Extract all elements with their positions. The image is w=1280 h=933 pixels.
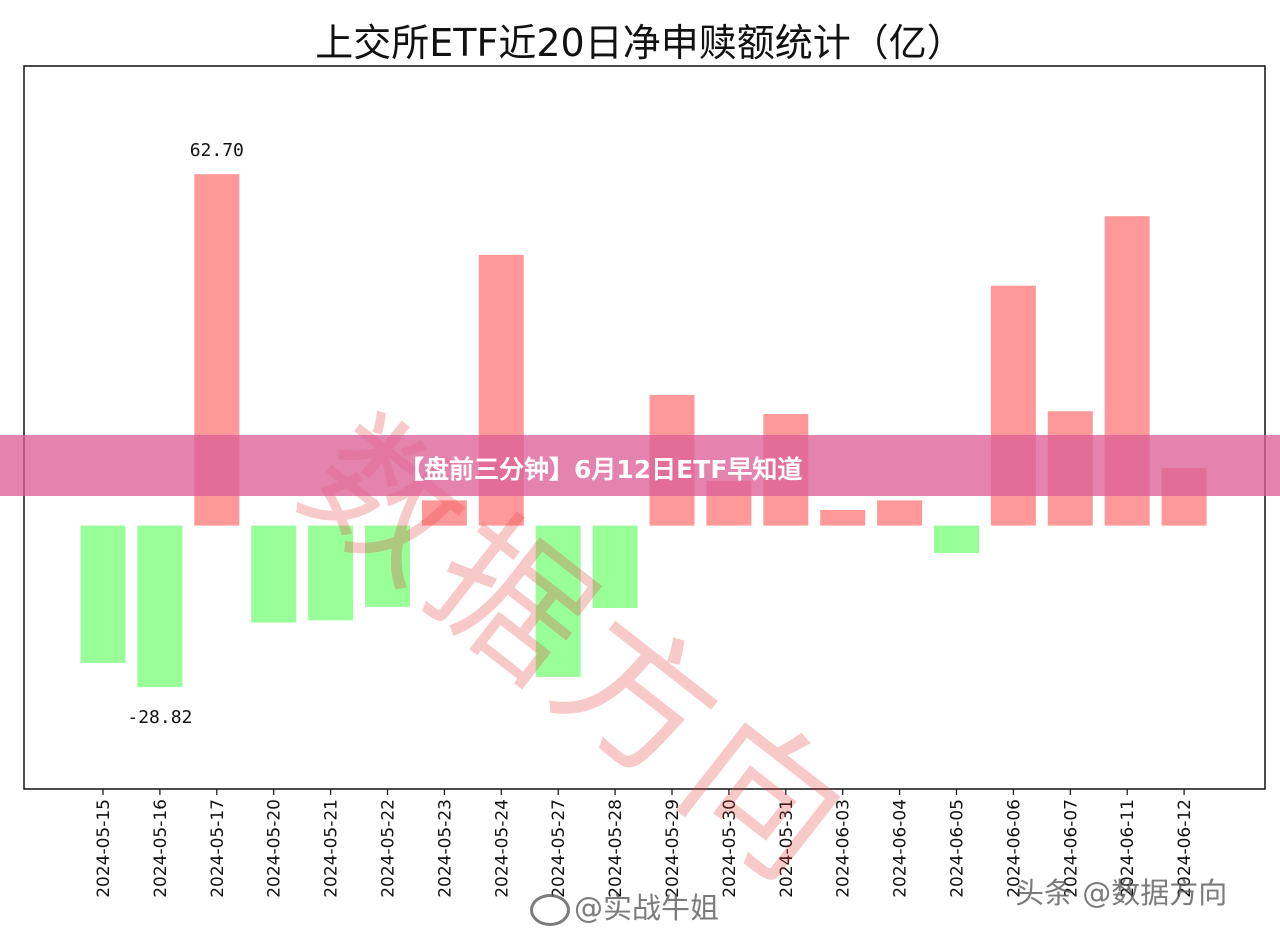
credit-left: @实战牛姐 [530, 885, 719, 927]
x-tick-label: 2024-06-03 [834, 799, 854, 898]
x-tick-label: 2024-06-05 [948, 799, 968, 898]
title-banner [0, 435, 1280, 496]
x-tick-label: 2024-05-31 [777, 799, 797, 898]
x-tick-label: 2024-06-11 [1118, 799, 1138, 898]
bar-2024-06-05 [934, 525, 979, 554]
x-tick-label: 2024-05-28 [606, 799, 626, 898]
credit-left-text: @实战牛姐 [574, 891, 720, 925]
chart-title: 上交所ETF近20日净申赎额统计（亿） [315, 21, 965, 65]
weibo-icon [530, 894, 570, 926]
bar-2024-06-04 [877, 500, 923, 526]
x-tick-label: 2024-06-04 [891, 799, 911, 898]
x-tick-label: 2024-05-29 [663, 799, 683, 898]
banner-text: 【盘前三分钟】6月12日ETF早知道 [399, 455, 803, 484]
x-tick-label: 2024-05-27 [549, 799, 569, 898]
x-tick-label: 2024-05-20 [265, 799, 285, 898]
x-tick-label: 2024-06-06 [1004, 799, 1024, 898]
x-tick-label: 2024-05-23 [435, 799, 455, 898]
bar-2024-05-15 [80, 525, 126, 663]
x-tick-label: 2024-05-16 [151, 799, 171, 898]
x-tick-label: 2024-05-15 [94, 799, 114, 898]
bar-2024-05-23 [421, 500, 467, 526]
x-tick-label: 2024-05-17 [208, 799, 228, 898]
x-tick-label: 2024-05-21 [322, 799, 342, 898]
bar-2024-05-28 [592, 525, 638, 608]
x-tick-label: 2024-05-30 [720, 799, 740, 898]
bar-2024-05-27 [535, 525, 581, 677]
x-tick-label: 2024-06-07 [1061, 799, 1081, 898]
x-tick-label: 2024-05-22 [379, 799, 399, 898]
credit-right: 头条 @数据方向 [1015, 876, 1228, 910]
bar-2024-05-16 [137, 525, 183, 688]
bar-2024-05-22 [365, 525, 410, 607]
bar-2024-05-21 [308, 525, 354, 621]
plot-frame [23, 65, 1266, 790]
data-label-2024-05-17: 62.70 [190, 140, 244, 161]
x-tick-label: 2024-06-12 [1175, 799, 1195, 898]
x-tick-label: 2024-05-24 [492, 799, 512, 898]
bar-2024-06-03 [820, 509, 866, 526]
bar-2024-05-20 [251, 525, 297, 623]
data-label-2024-05-16: -28.82 [127, 707, 192, 728]
